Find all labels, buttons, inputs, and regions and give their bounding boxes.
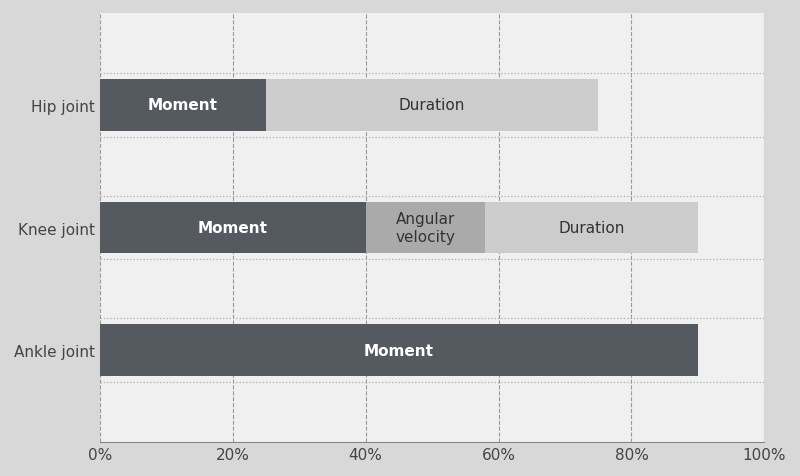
Bar bbox=[100, 202, 366, 254]
Text: Moment: Moment bbox=[198, 220, 268, 236]
Bar bbox=[486, 202, 698, 254]
Text: Duration: Duration bbox=[399, 98, 466, 113]
Bar bbox=[266, 80, 598, 131]
Text: Moment: Moment bbox=[148, 98, 218, 113]
Bar bbox=[366, 202, 486, 254]
Text: Moment: Moment bbox=[364, 343, 434, 358]
Bar bbox=[100, 325, 698, 376]
Bar bbox=[100, 80, 266, 131]
Text: Angular
velocity: Angular velocity bbox=[395, 212, 455, 244]
Text: Duration: Duration bbox=[558, 220, 625, 236]
